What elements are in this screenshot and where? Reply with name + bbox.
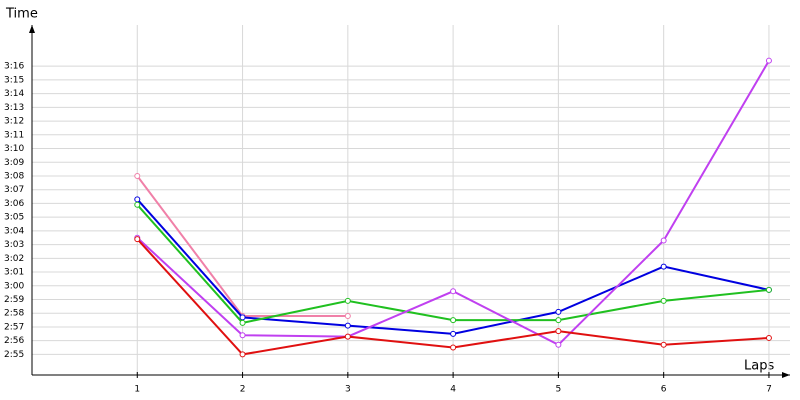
y-axis-title: Time (5, 7, 38, 22)
point-marker (239, 351, 246, 358)
point-marker (134, 236, 141, 243)
point-marker (555, 308, 562, 315)
y-tick-label: 3:02 (4, 254, 24, 264)
point-marker (765, 286, 772, 293)
x-tick-label: 2 (240, 385, 246, 395)
point-marker (450, 330, 457, 337)
point-marker (660, 341, 667, 348)
point-marker (450, 317, 457, 324)
y-tick-label: 3:16 (4, 62, 24, 72)
x-tick-label: 5 (556, 385, 562, 395)
y-tick-label: 2:57 (4, 322, 24, 332)
point-marker (134, 201, 141, 208)
point-marker (660, 237, 667, 244)
x-tick-label: 3 (345, 385, 351, 395)
x-tick-label: 7 (766, 385, 772, 395)
point-marker (765, 334, 772, 341)
y-tick-label: 3:14 (4, 89, 24, 99)
point-marker (450, 344, 457, 351)
x-axis-arrow (782, 372, 790, 378)
y-tick-label: 3:15 (4, 75, 24, 85)
point-marker (555, 317, 562, 324)
y-tick-label: 2:59 (4, 295, 24, 305)
point-marker (239, 332, 246, 339)
y-axis-arrow (29, 25, 35, 33)
y-tick-label: 3:03 (4, 240, 24, 250)
y-tick-label: 2:56 (4, 336, 24, 346)
y-tick-label: 3:00 (4, 281, 24, 291)
point-marker (239, 319, 246, 326)
x-axis-title: Laps (744, 359, 774, 374)
point-marker (660, 263, 667, 270)
y-tick-label: 3:05 (4, 213, 24, 223)
point-marker (344, 322, 351, 329)
point-marker (450, 288, 457, 295)
y-tick-label: 3:01 (4, 268, 24, 278)
y-tick-label: 3:06 (4, 199, 24, 209)
x-tick-label: 6 (661, 385, 667, 395)
y-tick-label: 3:07 (4, 185, 24, 195)
y-tick-label: 3:10 (4, 144, 24, 154)
y-tick-label: 3:04 (4, 226, 24, 236)
y-tick-label: 3:11 (4, 130, 24, 140)
y-tick-label: 3:08 (4, 171, 24, 181)
y-tick-label: 3:13 (4, 103, 24, 113)
point-marker (134, 196, 141, 203)
y-tick-label: 2:58 (4, 309, 24, 319)
point-marker (555, 341, 562, 348)
y-tick-label: 3:12 (4, 117, 24, 127)
point-marker (344, 297, 351, 304)
x-tick-label: 4 (450, 385, 456, 395)
y-tick-label: 2:55 (4, 350, 24, 360)
point-marker (344, 333, 351, 340)
point-marker (344, 312, 351, 319)
y-tick-label: 3:09 (4, 158, 24, 168)
x-tick-label: 1 (134, 385, 140, 395)
point-marker (765, 57, 772, 64)
point-marker (555, 328, 562, 335)
point-marker (134, 172, 141, 179)
point-marker (239, 314, 246, 321)
point-marker (660, 297, 667, 304)
